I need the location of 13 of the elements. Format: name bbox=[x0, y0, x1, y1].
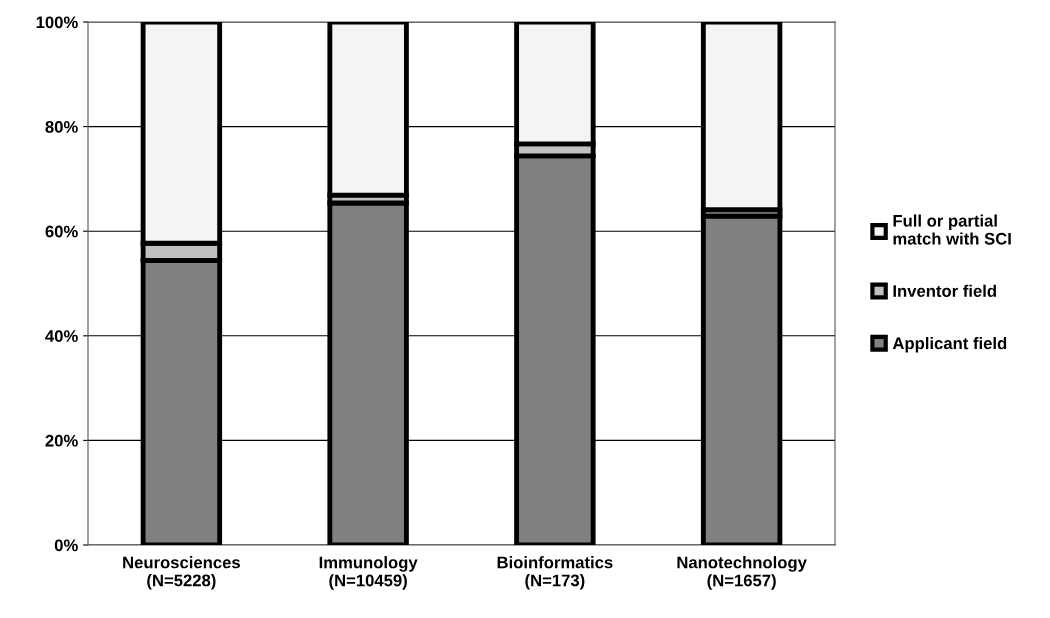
legend-label: Full or partial match with SCI bbox=[893, 214, 1011, 245]
y-tick-label: 60% bbox=[45, 225, 78, 238]
y-tick-label: 20% bbox=[45, 434, 78, 447]
y-tick-label: 0% bbox=[54, 539, 78, 552]
legend-label: Inventor field bbox=[893, 284, 996, 297]
x-tick-label: Nanotechnology (N=1657) bbox=[677, 556, 807, 590]
legend-label: Applicant field bbox=[892, 337, 1007, 353]
y-tick-label: 80% bbox=[45, 121, 78, 133]
x-tick-label: Immunology (N=10459) bbox=[319, 556, 418, 590]
y-tick-label: 40% bbox=[45, 330, 78, 342]
x-tick-label: Neurosciences (N=5228) bbox=[123, 556, 240, 590]
y-tick-label: 100% bbox=[36, 16, 78, 29]
x-tick-label: Bioinformatics (N=173) bbox=[497, 556, 613, 590]
